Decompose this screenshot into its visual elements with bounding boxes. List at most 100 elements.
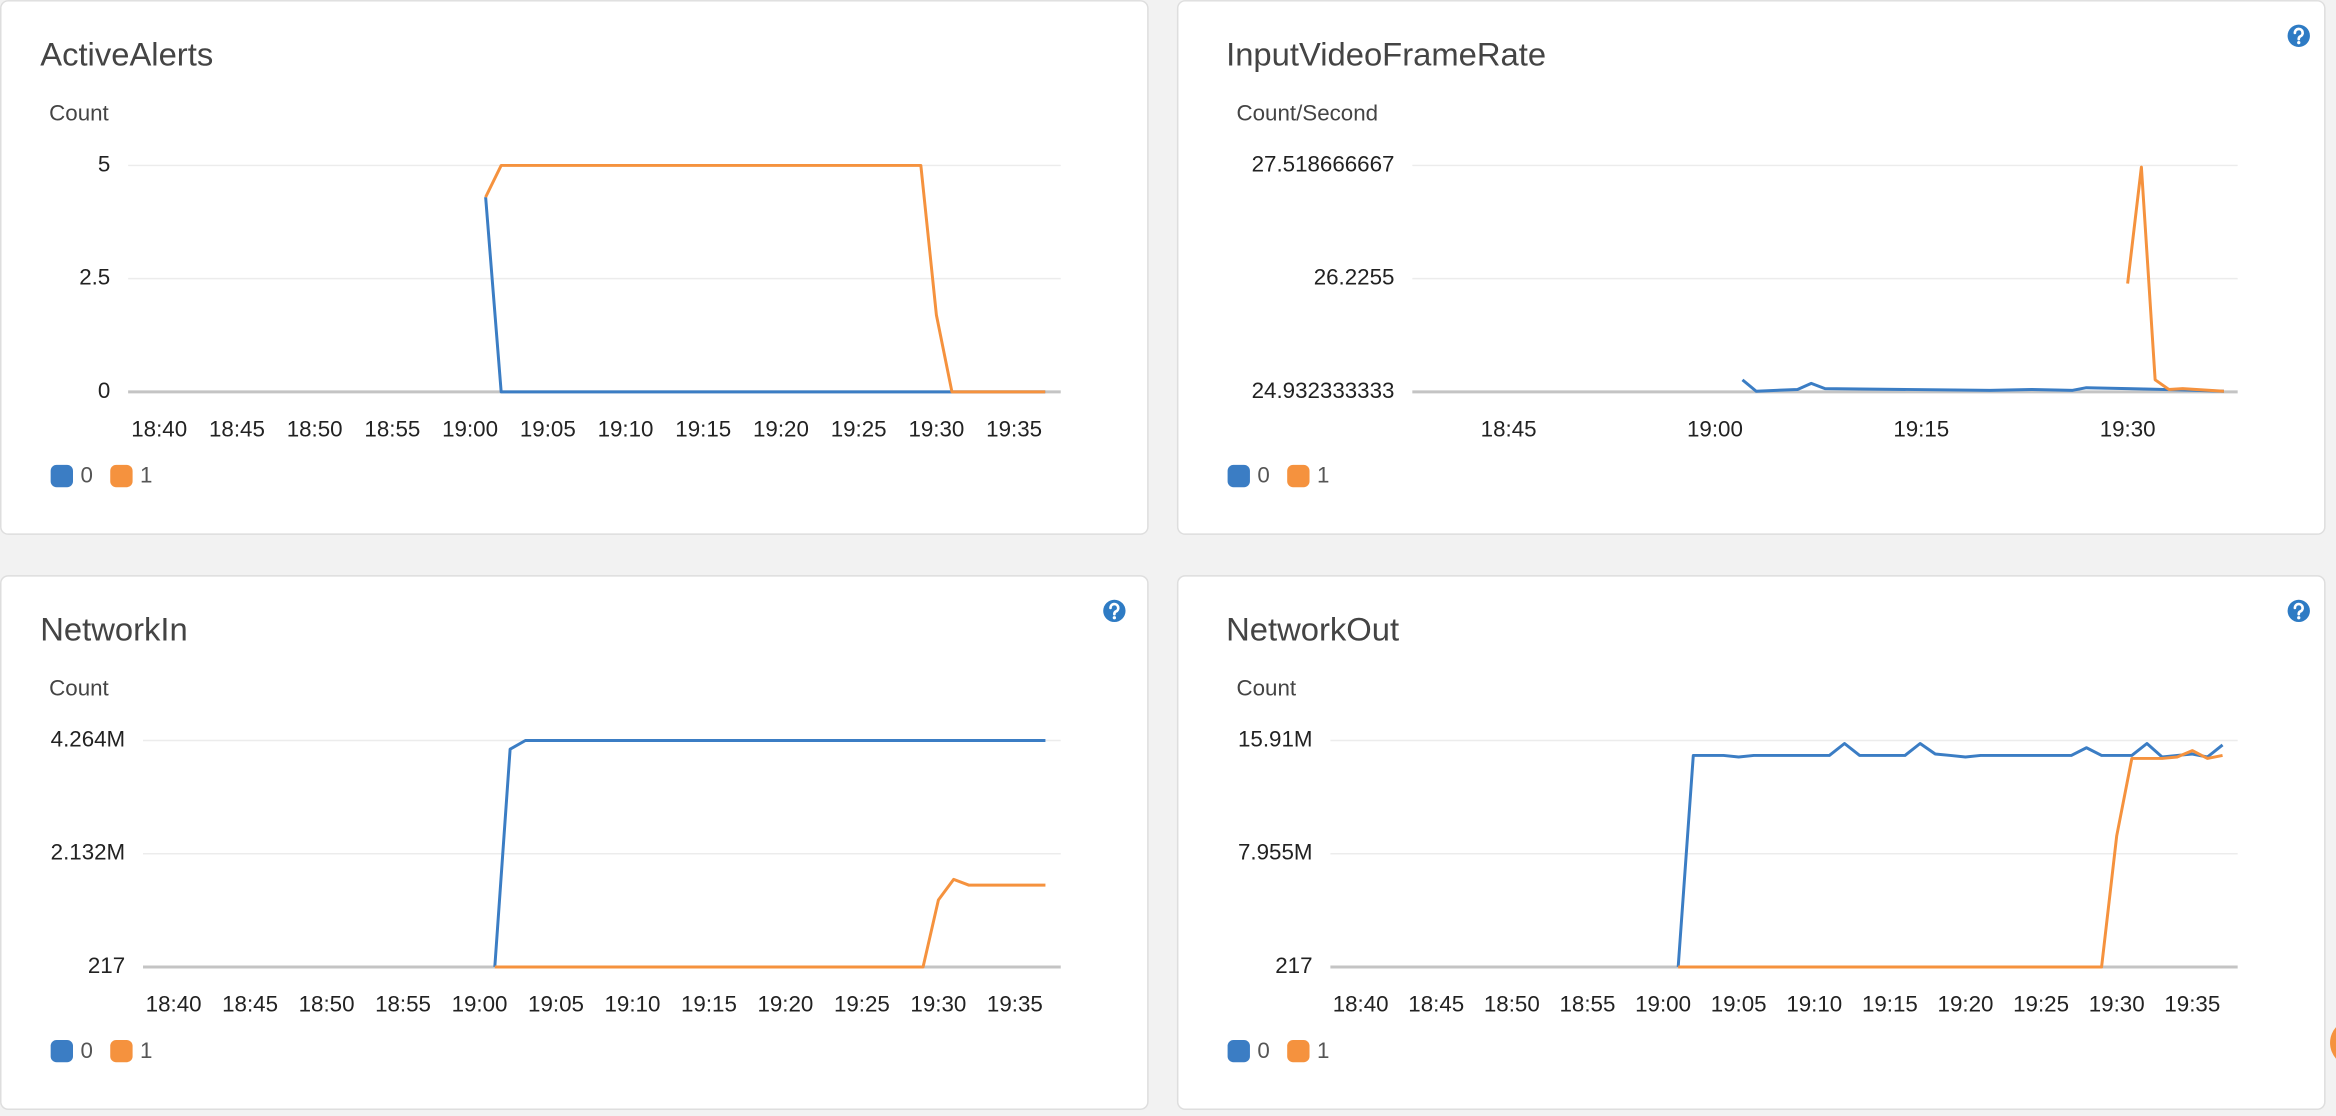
x-tick-label: 19:25: [831, 417, 887, 442]
y-axis-unit: Count: [49, 101, 109, 126]
x-tick-label: 19:00: [1687, 417, 1743, 442]
help-icon-glyph[interactable]: [1109, 602, 1120, 616]
x-tick-label: 18:55: [375, 992, 431, 1017]
x-tick-label: 18:55: [1560, 992, 1616, 1017]
x-tick-label: 19:30: [908, 417, 964, 442]
series-line: [1741, 378, 2224, 393]
help-icon-glyph[interactable]: [2293, 602, 2304, 616]
widget: NetworkOut Count 217 7.955M 15.91M 18:40 18:45…: [1176, 575, 2326, 1110]
legend-swatch[interactable]: [110, 464, 133, 488]
legend-label[interactable]: 1: [140, 1038, 152, 1063]
x-tick-label: 19:05: [528, 992, 584, 1017]
help-icon-dot[interactable]: [2297, 41, 2301, 45]
widget: InputVideoFrameRate Count/Second 24.932333…: [1176, 0, 2326, 535]
series-line: [484, 163, 1046, 394]
legend-swatch[interactable]: [1287, 1039, 1310, 1063]
x-tick-label: 18:55: [364, 417, 420, 442]
series-line: [494, 877, 1046, 969]
x-tick-label: 19:20: [753, 417, 809, 442]
y-tick-label: 4.264M: [51, 726, 125, 751]
legend-swatch[interactable]: [50, 464, 73, 488]
legend-label[interactable]: 0: [1257, 463, 1269, 488]
legend-swatch[interactable]: [1227, 464, 1250, 488]
x-tick-label: 19:10: [598, 417, 654, 442]
x-tick-label: 19:05: [1711, 992, 1767, 1017]
x-tick-label: 19:10: [1786, 992, 1842, 1017]
x-tick-label: 19:00: [442, 417, 498, 442]
series-line: [484, 197, 1046, 394]
widget-title: ActiveAlerts: [40, 35, 213, 72]
help-icon[interactable]: [2287, 599, 2310, 623]
y-tick-label: 2.5: [79, 265, 110, 290]
help-icon-dot[interactable]: [1112, 616, 1117, 620]
legend-label[interactable]: 1: [140, 463, 152, 488]
y-axis-unit: Count: [1237, 676, 1297, 701]
help-icon-dot[interactable]: [2297, 616, 2301, 620]
y-axis-unit: Count/Second: [1237, 101, 1379, 126]
widget-panel: [1176, 0, 2326, 535]
legend-swatch[interactable]: [1227, 1039, 1250, 1063]
legend-label[interactable]: 1: [1317, 1038, 1329, 1063]
x-tick-label: 19:35: [987, 992, 1043, 1017]
x-tick-label: 19:00: [1635, 992, 1691, 1017]
widget-panel: [1176, 575, 2326, 1110]
x-tick-label: 19:15: [1862, 992, 1918, 1017]
widget-panel: [0, 575, 1149, 1110]
help-icon[interactable]: [1103, 599, 1126, 623]
x-tick-label: 19:35: [986, 417, 1042, 442]
legend-swatch[interactable]: [50, 1039, 73, 1063]
x-tick-label: 19:30: [910, 992, 966, 1017]
y-tick-label: 2.132M: [51, 840, 125, 865]
x-tick-label: 19:15: [681, 992, 737, 1017]
x-tick-label: 18:50: [1484, 992, 1540, 1017]
legend-swatch[interactable]: [110, 1039, 133, 1063]
x-tick-label: 19:30: [2089, 992, 2145, 1017]
x-tick-label: 19:20: [1938, 992, 1994, 1017]
floating-button[interactable]: [2330, 1019, 2336, 1067]
x-tick-label: 19:25: [2013, 992, 2069, 1017]
widget-title: InputVideoFrameRate: [1226, 35, 1546, 72]
y-tick-label: 24.932333333: [1252, 378, 1395, 403]
legend-label[interactable]: 1: [1317, 463, 1329, 488]
series-line: [2126, 165, 2225, 393]
x-tick-label: 19:00: [452, 992, 508, 1017]
y-tick-label: 217: [1275, 953, 1312, 978]
y-tick-label: 5: [98, 151, 110, 176]
y-tick-label: 27.518666667: [1252, 151, 1395, 176]
x-tick-label: 19:30: [2100, 417, 2156, 442]
x-tick-label: 19:35: [2164, 992, 2220, 1017]
legend-label[interactable]: 0: [80, 1038, 92, 1063]
x-tick-label: 18:40: [1333, 992, 1389, 1017]
x-tick-label: 18:45: [222, 992, 278, 1017]
y-tick-label: 26.2255: [1314, 265, 1395, 290]
x-tick-label: 19:05: [520, 417, 576, 442]
series-line: [493, 739, 1046, 968]
widget-title: NetworkIn: [40, 610, 188, 647]
x-tick-label: 18:45: [1481, 417, 1537, 442]
x-tick-label: 18:40: [131, 417, 187, 442]
x-tick-label: 19:10: [605, 992, 661, 1017]
y-tick-label: 7.955M: [1238, 840, 1312, 865]
widget-title: NetworkOut: [1226, 610, 1399, 647]
legend-swatch[interactable]: [1287, 464, 1310, 488]
y-tick-label: 217: [88, 953, 125, 978]
series-line: [1678, 749, 2223, 969]
help-icon-glyph[interactable]: [2293, 27, 2304, 41]
legend-label[interactable]: 0: [1257, 1038, 1269, 1063]
x-tick-label: 18:50: [299, 992, 355, 1017]
x-tick-label: 18:45: [209, 417, 265, 442]
legend-label[interactable]: 0: [80, 463, 92, 488]
widget: NetworkIn Count 217 2.132M 4.264M 18:40 18:45 1…: [0, 575, 1149, 1110]
y-tick-label: 0: [98, 378, 110, 403]
widget-panel: [0, 0, 1149, 535]
x-tick-label: 19:15: [675, 417, 731, 442]
y-axis-unit: Count: [49, 676, 109, 701]
x-tick-label: 18:40: [146, 992, 202, 1017]
x-tick-label: 18:50: [287, 417, 343, 442]
widget: ActiveAlerts Count 0 2.5 5 18:40 18:45 18:50 18:…: [0, 0, 1149, 535]
help-icon[interactable]: [2287, 24, 2310, 47]
y-tick-label: 15.91M: [1238, 726, 1312, 751]
x-tick-label: 19:20: [757, 992, 813, 1017]
